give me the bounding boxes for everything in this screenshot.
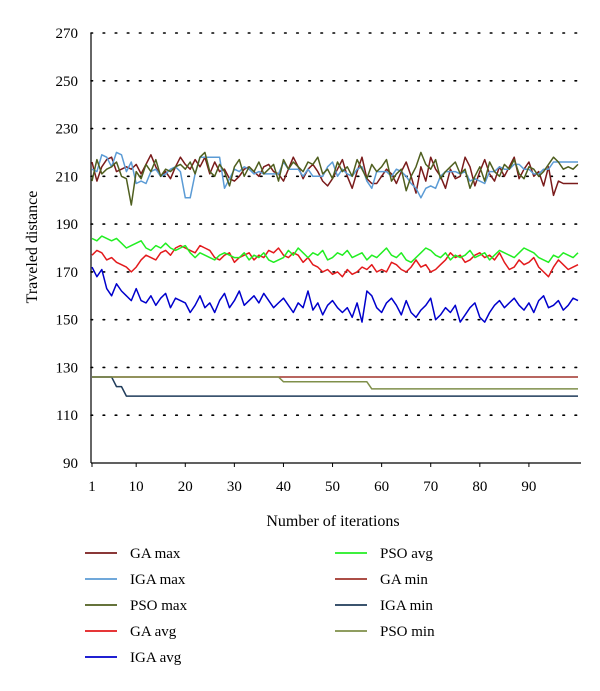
- series-line-ga-avg: [91, 244, 579, 278]
- x-tick-label: 70: [423, 479, 438, 495]
- series-line-ga-max: [91, 154, 578, 197]
- x-tick-label: 80: [472, 479, 487, 495]
- series-line-pso-avg: [91, 235, 579, 264]
- legend-label: GA max: [130, 546, 181, 562]
- legend-item-iga-avg: IGA avg: [85, 650, 182, 666]
- legend-item-ga-max: GA max: [85, 546, 181, 562]
- series-line-iga-min: [92, 376, 578, 397]
- legend-item-pso-avg: PSO avg: [335, 546, 433, 562]
- legend-label: IGA max: [130, 572, 186, 588]
- y-tick-label: 230: [56, 122, 79, 138]
- y-tick-label: 250: [56, 74, 79, 90]
- y-tick-label: 130: [56, 360, 79, 376]
- x-axis-title: Number of iterations: [266, 513, 399, 530]
- x-tick-label: 20: [178, 479, 193, 495]
- legend-label: GA min: [380, 572, 428, 588]
- legend-item-pso-max: PSO max: [85, 598, 188, 614]
- legend-label: PSO min: [380, 624, 435, 640]
- legend: GA max IGA max PSO max GA avg IGA avg PSO avg…: [85, 546, 435, 666]
- y-axis-title: Traveled distance: [24, 191, 41, 304]
- x-tick-label: 10: [129, 479, 144, 495]
- legend-item-pso-min: PSO min: [335, 624, 435, 640]
- legend-label: GA avg: [130, 624, 177, 640]
- x-tick-label: 50: [325, 479, 340, 495]
- y-tick-label: 110: [56, 408, 78, 424]
- y-tick-labels: 90 110 130 150 170 190 210 230 250 270: [56, 26, 79, 472]
- legend-label: IGA avg: [130, 650, 182, 666]
- x-tick-label: 30: [227, 479, 242, 495]
- legend-item-ga-avg: GA avg: [85, 624, 177, 640]
- y-tick-label: 210: [56, 169, 79, 185]
- legend-item-iga-min: IGA min: [335, 598, 433, 614]
- x-tick-label: 60: [374, 479, 389, 495]
- x-tick-label: 90: [521, 479, 536, 495]
- legend-label: PSO avg: [380, 546, 433, 562]
- legend-item-ga-min: GA min: [335, 572, 428, 588]
- x-tick-label: 1: [88, 479, 96, 495]
- y-tick-label: 90: [63, 456, 78, 472]
- grid-lines: [90, 32, 582, 417]
- axes: [90, 33, 581, 467]
- x-tick-label: 40: [276, 479, 291, 495]
- legend-item-iga-max: IGA max: [85, 572, 186, 588]
- series-line-pso-min: [92, 376, 578, 390]
- series-line-iga-avg: [91, 266, 579, 323]
- x-tick-labels: 1 10 20 30 40 50 60 70 80 90: [88, 479, 536, 495]
- y-tick-label: 190: [56, 217, 79, 233]
- y-tick-label: 270: [56, 26, 79, 42]
- legend-label: IGA min: [380, 598, 433, 614]
- legend-label: PSO max: [130, 598, 188, 614]
- y-tick-label: 150: [56, 313, 79, 329]
- series-lines: [91, 151, 579, 397]
- y-tick-label: 170: [56, 265, 79, 281]
- series-line-pso-max: [91, 151, 579, 206]
